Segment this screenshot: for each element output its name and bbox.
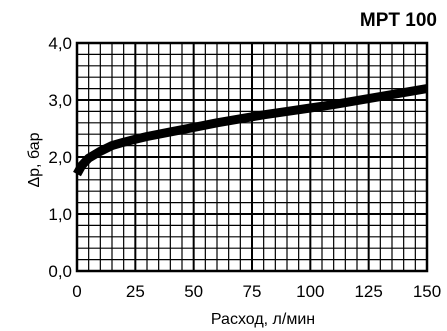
y-tick-label: 4,0 [48, 34, 72, 53]
y-tick-labels: 0,0 1,0 2,0 3,0 4,0 [48, 34, 72, 281]
y-tick-label: 3,0 [48, 91, 72, 110]
x-tick-label: 50 [184, 282, 203, 301]
x-axis-label: Расход, л/мин [211, 311, 315, 328]
grid [75, 41, 429, 273]
y-tick-label: 2,0 [48, 148, 72, 167]
series-group [73, 84, 428, 177]
x-tick-label: 25 [126, 282, 145, 301]
x-tick-label: 0 [72, 282, 81, 301]
x-tick-labels: 0 25 50 75 100 125 150 [72, 282, 441, 301]
x-tick-label: 100 [296, 282, 324, 301]
x-tick-label: 75 [243, 282, 262, 301]
plot-frame [75, 41, 429, 273]
y-tick-label: 1,0 [48, 205, 72, 224]
x-tick-label: 125 [354, 282, 382, 301]
chart-title: MPT 100 [360, 10, 437, 31]
y-tick-label: 0,0 [48, 262, 72, 281]
y-axis-label: Δp, бар [26, 132, 43, 187]
x-tick-label: 150 [413, 282, 441, 301]
series-line [73, 84, 428, 177]
